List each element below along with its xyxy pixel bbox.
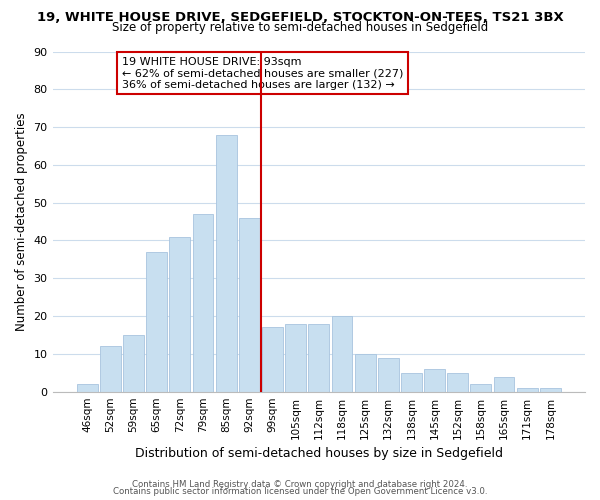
Bar [355,354,376,392]
Bar [308,324,329,392]
Bar [123,335,144,392]
Text: Size of property relative to semi-detached houses in Sedgefield: Size of property relative to semi-detach… [112,21,488,34]
Bar [77,384,98,392]
Bar [146,252,167,392]
Bar [332,316,352,392]
Text: Contains HM Land Registry data © Crown copyright and database right 2024.: Contains HM Land Registry data © Crown c… [132,480,468,489]
Bar [540,388,561,392]
Y-axis label: Number of semi-detached properties: Number of semi-detached properties [15,112,28,331]
Bar [448,373,468,392]
X-axis label: Distribution of semi-detached houses by size in Sedgefield: Distribution of semi-detached houses by … [135,447,503,460]
Bar [470,384,491,392]
Bar [401,373,422,392]
Bar [378,358,398,392]
Bar [169,236,190,392]
Bar [494,376,514,392]
Text: 19, WHITE HOUSE DRIVE, SEDGEFIELD, STOCKTON-ON-TEES, TS21 3BX: 19, WHITE HOUSE DRIVE, SEDGEFIELD, STOCK… [37,11,563,24]
Bar [424,369,445,392]
Bar [262,328,283,392]
Bar [193,214,214,392]
Bar [216,134,236,392]
Bar [517,388,538,392]
Text: Contains public sector information licensed under the Open Government Licence v3: Contains public sector information licen… [113,487,487,496]
Text: 19 WHITE HOUSE DRIVE: 93sqm
← 62% of semi-detached houses are smaller (227)
36% : 19 WHITE HOUSE DRIVE: 93sqm ← 62% of sem… [122,56,403,90]
Bar [285,324,306,392]
Bar [100,346,121,392]
Bar [239,218,260,392]
